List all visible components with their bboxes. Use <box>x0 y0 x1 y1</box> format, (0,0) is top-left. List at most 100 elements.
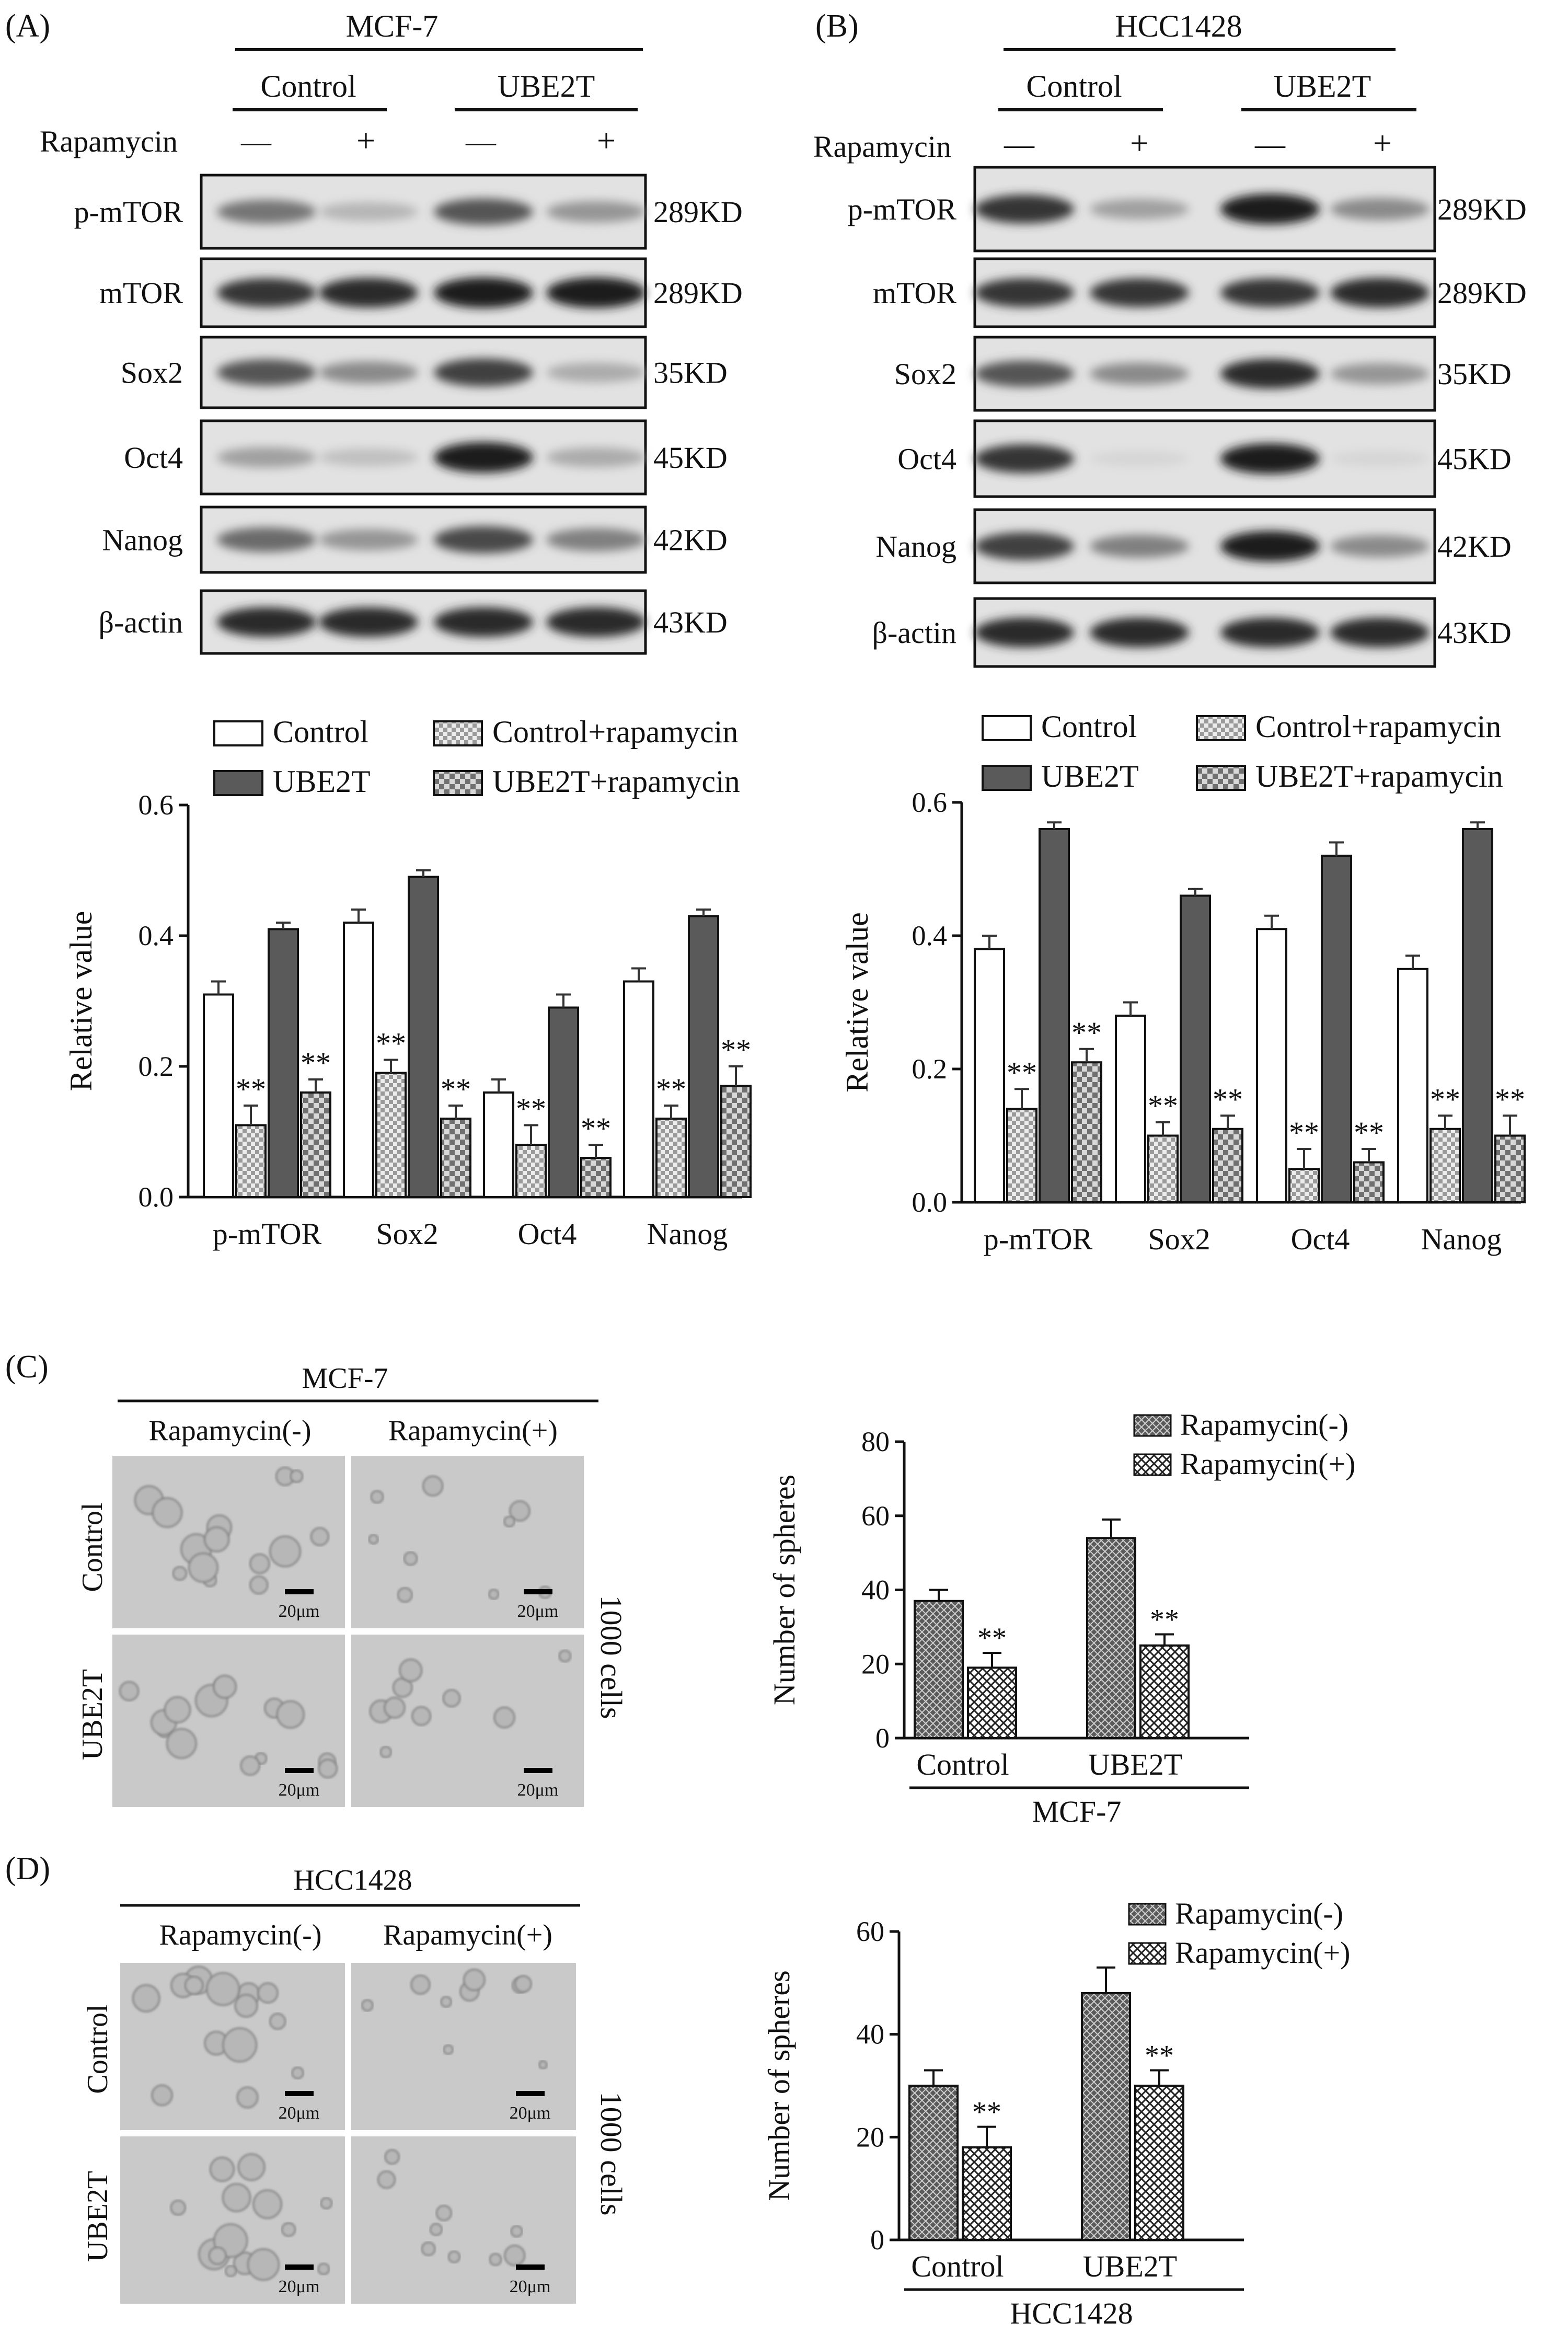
blot-size-label: 43KD <box>1437 616 1512 650</box>
y-tick-label: 0.6 <box>139 789 174 821</box>
cell-sphere <box>204 1526 230 1553</box>
significance-mark: ** <box>977 1622 1007 1654</box>
scale-bar <box>285 1589 314 1594</box>
blot-band <box>217 447 316 468</box>
bar <box>623 980 654 1198</box>
bar <box>515 1144 547 1198</box>
cell-sphere <box>188 1553 218 1583</box>
blot-band <box>217 200 316 224</box>
cell-sphere <box>310 1527 329 1546</box>
bar <box>967 1666 1017 1739</box>
significance-mark: ** <box>516 1092 546 1126</box>
bar <box>1212 1128 1243 1203</box>
cell-sphere <box>257 1982 279 2004</box>
blot-band <box>1330 198 1429 221</box>
blot-band <box>1220 359 1320 389</box>
cell-sphere <box>463 1969 486 1991</box>
cell-sphere <box>236 2086 259 2109</box>
x-tick-label: Nanog <box>647 1217 728 1251</box>
cell-sphere <box>269 2013 286 2030</box>
scale-bar <box>285 2091 314 2096</box>
y-tick-label: 40 <box>856 2019 884 2050</box>
cell-sphere <box>132 1984 160 2013</box>
blot-band <box>1220 531 1320 562</box>
blot-band <box>319 529 418 550</box>
cell-sphere <box>237 2153 266 2181</box>
scale-bar <box>524 1589 552 1594</box>
cell-sphere <box>447 2250 460 2263</box>
y-tick-label: 20 <box>861 1648 890 1680</box>
cell-sphere <box>249 1553 270 1574</box>
blot-size-label: 42KD <box>653 523 728 557</box>
panel-b-blot: (B) HCC1428 Control UBE2T Rapamycin — + … <box>813 8 1527 668</box>
panel-d-letter: (D) <box>5 1851 50 1887</box>
bar <box>235 1124 267 1198</box>
blot-band <box>1090 617 1189 648</box>
scale-bar <box>516 2264 545 2270</box>
panel-a-blot-strips: p-mTOR 289KD mTOR 289KD Sox2 35KD Oct4 45KD Nano… <box>74 174 743 655</box>
blot-protein-label: Sox2 <box>894 357 956 391</box>
blot-band <box>319 278 418 308</box>
y-tick-label: 0.0 <box>912 1187 948 1218</box>
significance-mark: ** <box>1007 1055 1037 1089</box>
blot-band <box>434 442 533 473</box>
blot-band <box>1330 617 1429 648</box>
cell-sphere <box>397 1587 413 1603</box>
y-axis-label: Relative value <box>840 912 874 1093</box>
y-tick-label: 20 <box>856 2121 884 2153</box>
panel-a-group-control: Control <box>260 69 356 104</box>
panel-c-col-plus: Rapamycin(+) <box>388 1415 558 1447</box>
bar <box>914 1600 964 1739</box>
cell-sphere <box>504 2245 526 2267</box>
cell-sphere <box>377 2170 396 2189</box>
blot-band <box>1330 450 1429 467</box>
legend-swatch <box>1196 765 1246 791</box>
cell-sphere <box>384 2149 400 2165</box>
blot-band <box>975 278 1074 307</box>
panel-b-sign-1: — <box>1004 127 1035 161</box>
cell-sphere <box>320 2197 333 2210</box>
legend-label: Control+rapamycin <box>1255 709 1501 744</box>
panel-c-col-minus: Rapamycin(-) <box>149 1415 312 1447</box>
bar <box>300 1091 331 1198</box>
blot-band <box>1090 362 1189 385</box>
micrograph-image <box>351 1456 584 1628</box>
cell-sphere <box>379 1746 392 1758</box>
x-tick-label: Sox2 <box>376 1217 438 1251</box>
panel-a-sign-2: + <box>356 122 375 159</box>
blot-band <box>1220 443 1320 474</box>
bar <box>203 993 234 1198</box>
blot-band <box>1220 193 1320 225</box>
x-tick-label: Control <box>911 2249 1004 2283</box>
legend-swatch <box>213 770 263 796</box>
cell-sphere <box>488 1589 500 1600</box>
panel-d-col-minus: Rapamycin(-) <box>159 1919 322 1951</box>
blot-band <box>434 198 533 225</box>
cell-sphere <box>222 2027 258 2063</box>
cell-sphere <box>240 1755 260 1776</box>
legend-swatch <box>1128 1942 1167 1965</box>
y-tick-label: 80 <box>861 1426 890 1457</box>
panel-d-cell-line: HCC1428 <box>293 1864 412 1896</box>
blot-band <box>434 526 533 554</box>
cell-sphere <box>443 2044 454 2055</box>
panel-b-sign-4: + <box>1373 124 1392 162</box>
cell-sphere <box>429 2223 443 2236</box>
panel-a-sign-4: + <box>597 122 616 159</box>
significance-mark: ** <box>236 1072 266 1106</box>
significance-mark: ** <box>376 1027 406 1061</box>
cell-sphere <box>503 1515 515 1528</box>
blot-size-label: 42KD <box>1437 530 1512 564</box>
panel-c-sphere-images: (C) MCF-7 Rapamycin(-) Rapamycin(+) Cont… <box>5 1349 628 1807</box>
blot-band <box>1090 278 1189 307</box>
cell-sphere <box>318 1758 338 1779</box>
significance-mark: ** <box>1150 1604 1179 1636</box>
cell-sphere <box>225 2265 237 2278</box>
cell-sphere <box>172 1566 188 1581</box>
blot-band <box>1220 617 1320 648</box>
y-tick-label: 0.4 <box>139 920 174 951</box>
panel-a-sign-3: — <box>465 124 497 158</box>
blot-band <box>434 607 533 637</box>
y-axis-label: Relative value <box>64 911 98 1091</box>
cell-sphere <box>119 1681 140 1701</box>
